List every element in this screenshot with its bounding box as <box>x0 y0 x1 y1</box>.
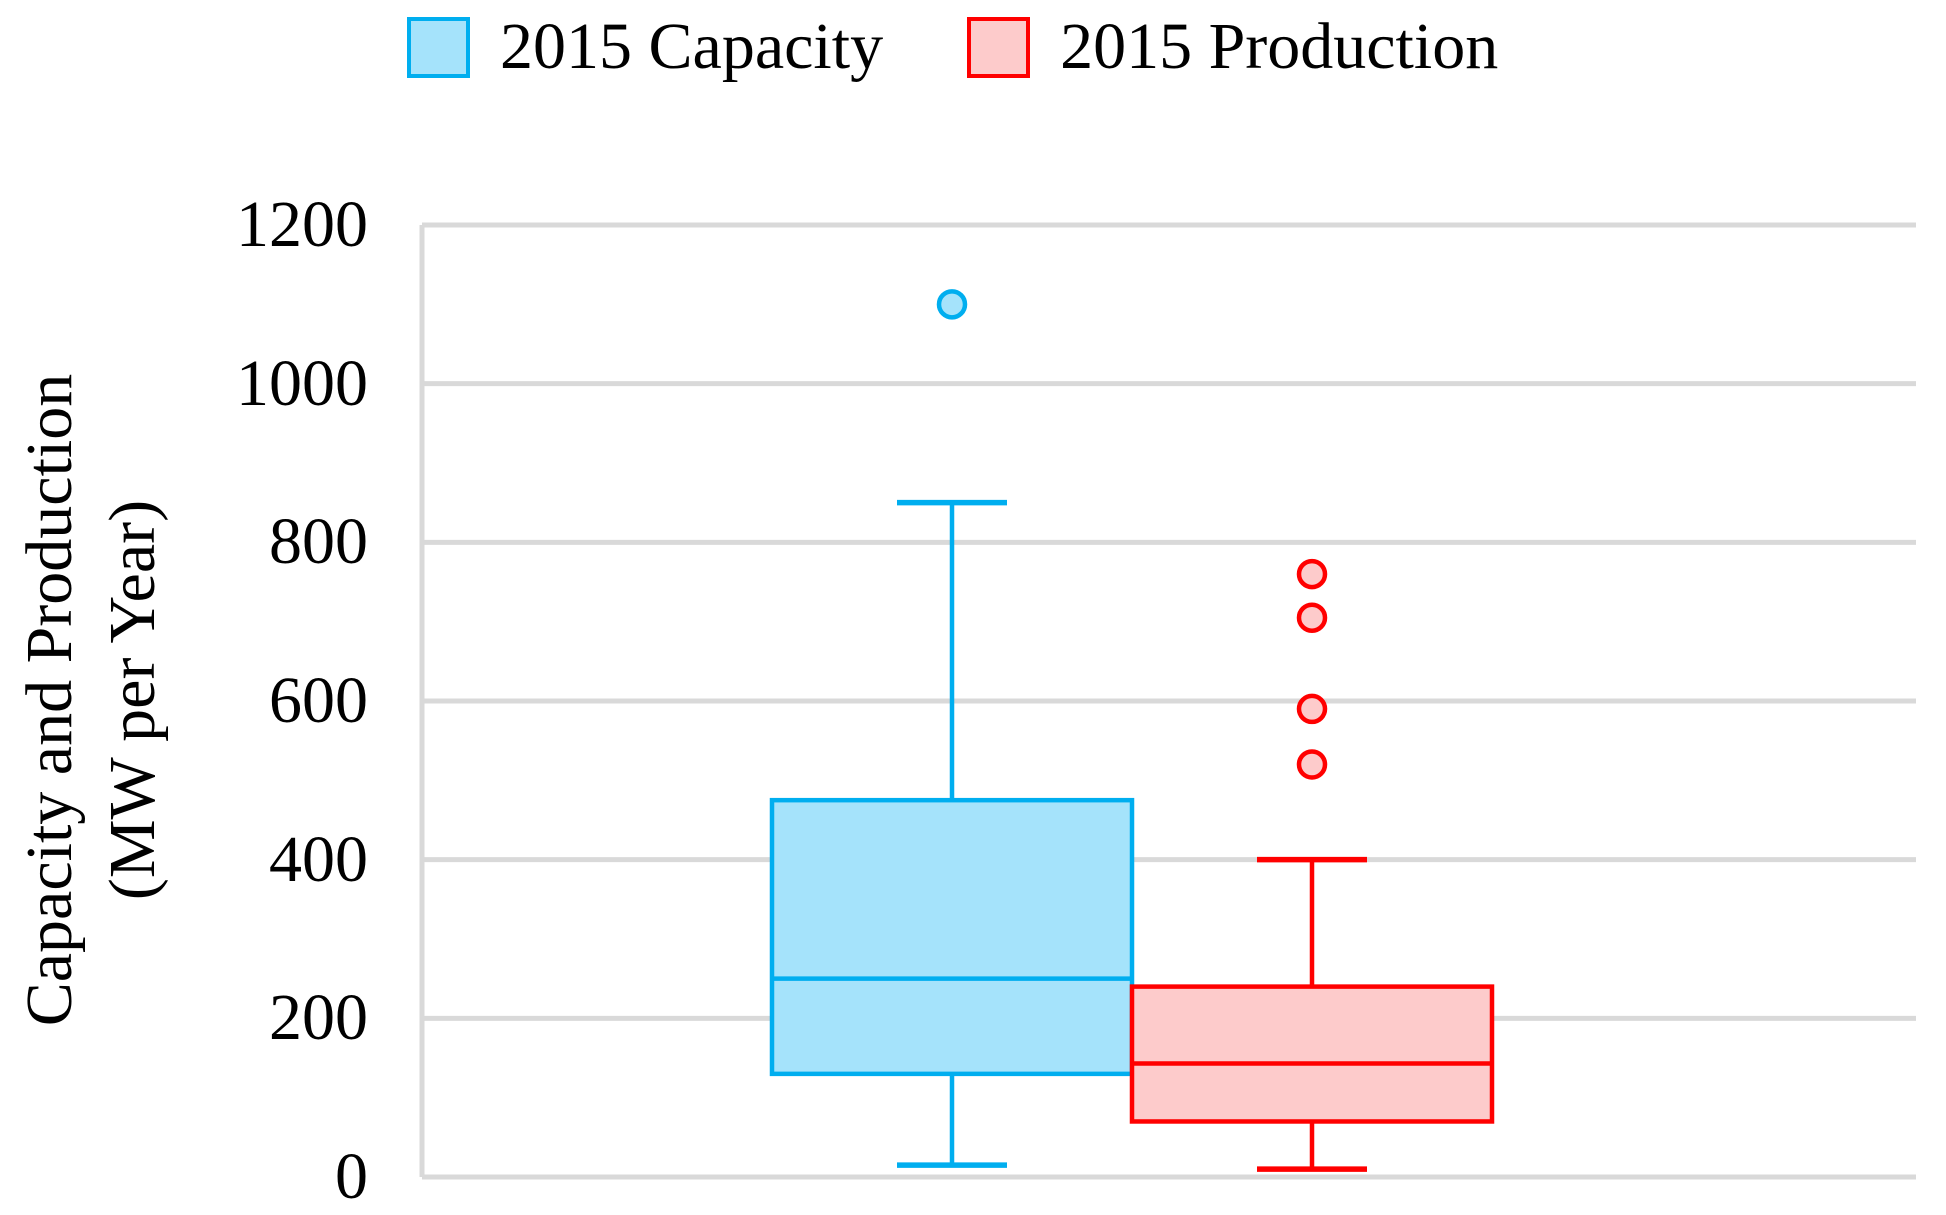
capacity-box <box>769 797 1135 1077</box>
production-box <box>1129 984 1495 1124</box>
legend: 2015 Capacity 2015 Production <box>407 14 1498 80</box>
y-tick-label-1200: 1200 <box>236 188 368 261</box>
y-tick-label-400: 400 <box>269 822 368 896</box>
y-tick-label-1000: 1000 <box>236 346 368 420</box>
y-tick-label-200: 200 <box>269 981 368 1055</box>
production-outlier-point-2 <box>1296 693 1328 725</box>
legend-label-production: 2015 Production <box>1060 10 1499 83</box>
capacity-outlier-point-0 <box>936 289 968 320</box>
y-tick-label-0: 0 <box>335 1140 368 1213</box>
production-outlier-point-3 <box>1296 749 1328 780</box>
y-tick-label-800: 800 <box>269 505 368 579</box>
legend-item-production: 2015 Production <box>967 14 1498 80</box>
capacity-swatch <box>407 16 470 78</box>
plot-area <box>419 222 1916 1180</box>
y-tick-label-600: 600 <box>269 664 368 737</box>
legend-label-capacity: 2015 Capacity <box>500 10 884 83</box>
production-outlier-point-1 <box>1296 602 1328 633</box>
production-outlier-point-0 <box>1296 558 1328 590</box>
production-swatch <box>967 16 1031 78</box>
legend-item-capacity: 2015 Capacity <box>407 14 883 80</box>
